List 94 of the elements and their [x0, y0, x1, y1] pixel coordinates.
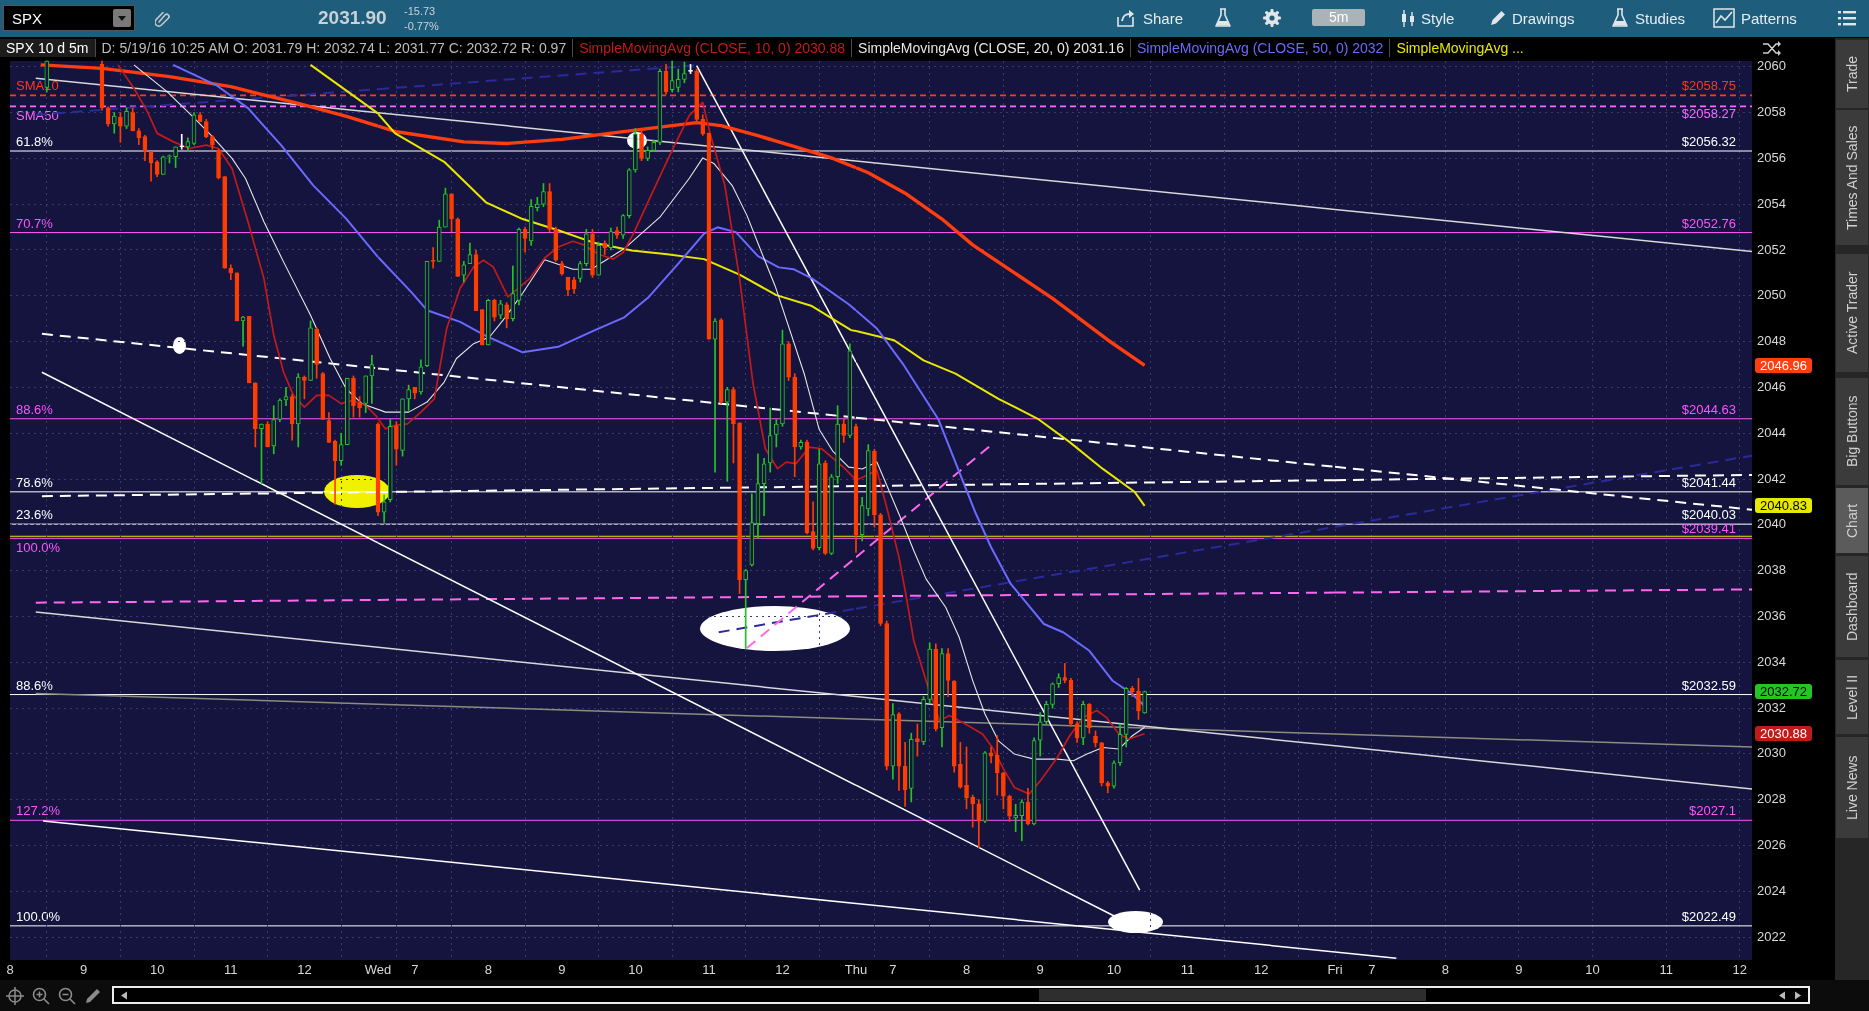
- y-tick-label: 2024: [1757, 882, 1786, 898]
- ref-line-label: $2058.75: [1681, 78, 1736, 94]
- ref-line-label: $2022.49: [1681, 908, 1736, 924]
- y-tick-label: 2048: [1757, 333, 1786, 349]
- annotation: 88.6%: [16, 401, 53, 417]
- x-tick-label: 7: [411, 962, 419, 978]
- y-tick-label: 2038: [1757, 562, 1786, 578]
- text: 2032.72: [1755, 684, 1812, 700]
- text: -0.77%: [404, 19, 439, 34]
- x-tick-label: 9: [1515, 962, 1523, 978]
- y-tick-label: 2032: [1757, 699, 1786, 715]
- y-tick-label: 2056: [1757, 149, 1786, 165]
- x-tick-label: 8: [6, 962, 14, 978]
- text: 2040.83: [1755, 498, 1812, 514]
- x-tick-label: 11: [1180, 962, 1195, 978]
- text: Active Trader: [1836, 254, 1868, 372]
- text: Drawings: [1512, 10, 1575, 27]
- y-tick-label: 2060: [1757, 58, 1786, 74]
- text: SPX: [12, 10, 43, 27]
- text: 5m: [1312, 9, 1366, 26]
- x-tick-label: 12: [1732, 962, 1747, 978]
- x-tick-label: 7: [1368, 962, 1376, 978]
- x-tick-label: 8: [1441, 962, 1449, 978]
- y-tick-label: 2030: [1757, 745, 1786, 761]
- y-tick-label: 2050: [1757, 287, 1786, 303]
- y-tick-label: 2046: [1757, 378, 1786, 394]
- text: Studies: [1635, 10, 1686, 27]
- ref-line-label: $2040.03: [1681, 507, 1736, 523]
- annotation: 100.0%: [16, 540, 61, 556]
- x-tick-label: 9: [558, 962, 566, 978]
- text: Live News: [1836, 737, 1868, 838]
- text: Style: [1421, 10, 1455, 27]
- x-tick-label: Fri: [1327, 962, 1343, 978]
- x-tick-label: 9: [79, 962, 88, 978]
- x-tick-label: 8: [484, 962, 492, 978]
- ref-line-label: $2044.63: [1681, 401, 1736, 417]
- text: SimpleMovingAvg (CLOSE, 50, 0) 2032: [1129, 39, 1390, 57]
- chart-subtitle: D: 5/19/16 10:25 AM O: 2031.79 H: 2032.74 L: 2031.77 C: 2032.72 R: 0.97: [94, 39, 573, 57]
- annotation: 61.8%: [16, 134, 53, 149]
- x-tick-label: 8: [962, 962, 971, 978]
- annotation: 127.2%: [16, 803, 61, 819]
- ref-line-label: $2027.1: [1689, 803, 1736, 819]
- ref-line-label: $2041.44: [1681, 474, 1736, 490]
- ref-line-label: $2032.59: [1681, 677, 1736, 693]
- text: -15.73: [404, 4, 436, 19]
- x-tick-label: 12: [1254, 962, 1269, 978]
- text: SimpleMovingAvg (CLOSE, 20, 0) 2031.16: [851, 39, 1130, 57]
- x-tick-label: Wed: [364, 962, 392, 978]
- x-tick-label: 11: [702, 962, 716, 978]
- ref-line-label: $2039.41: [1681, 521, 1736, 537]
- x-tick-label: 10: [149, 962, 165, 978]
- text: Share: [1143, 10, 1184, 27]
- annotation: 78.6%: [16, 474, 53, 490]
- x-tick-label: 7: [889, 962, 897, 978]
- y-tick-label: 2026: [1757, 837, 1786, 853]
- text: 2046.96: [1755, 357, 1812, 373]
- annotation: 70.7%: [16, 215, 53, 231]
- y-tick-label: 2058: [1757, 104, 1786, 120]
- text: Patterns: [1741, 10, 1797, 27]
- text: Big Buttons: [1836, 378, 1868, 485]
- y-tick-label: 2052: [1757, 241, 1786, 257]
- text: 2030.88: [1755, 726, 1812, 742]
- y-tick-label: 2042: [1757, 470, 1786, 486]
- x-tick-label: 10: [628, 962, 643, 978]
- x-tick-label: 10: [1106, 962, 1122, 978]
- y-tick-label: 2040: [1757, 516, 1786, 532]
- y-tick-label: 2054: [1757, 195, 1786, 211]
- x-tick-label: 10: [1585, 962, 1600, 978]
- text: SimpleMovingAvg ...: [1389, 39, 1530, 57]
- text: Chart: [1836, 488, 1868, 553]
- ref-line-label: $2052.76: [1681, 215, 1736, 231]
- annotation: 23.6%: [16, 507, 53, 523]
- x-tick-label: 11: [1659, 962, 1673, 978]
- text: 2031.90: [318, 7, 387, 28]
- x-tick-label: 12: [775, 962, 790, 978]
- ref-line-label: $2058.27: [1681, 106, 1736, 122]
- y-tick-label: 2044: [1757, 424, 1786, 440]
- y-tick-label: 2028: [1757, 791, 1786, 807]
- text: Level II: [1836, 660, 1868, 734]
- x-tick-label: Thu: [844, 962, 868, 978]
- x-tick-label: 11: [224, 962, 238, 978]
- text: SimpleMovingAvg (CLOSE, 10, 0) 2030.88: [572, 39, 852, 57]
- x-tick-label: 12: [297, 962, 312, 978]
- annotation: 88.6%: [16, 677, 53, 693]
- text: Dashboard: [1836, 556, 1868, 657]
- text: Times And Sales: [1836, 110, 1868, 245]
- y-tick-label: 2034: [1757, 653, 1786, 669]
- ref-line-label: $2056.32: [1681, 134, 1736, 150]
- x-tick-label: 9: [1036, 962, 1044, 978]
- text: Trade: [1836, 40, 1868, 108]
- chart-title: SPX 10 d 5m: [0, 39, 95, 57]
- y-tick-label: 2022: [1757, 928, 1786, 944]
- y-tick-label: 2036: [1757, 608, 1786, 624]
- annotation: 100.0%: [16, 908, 61, 924]
